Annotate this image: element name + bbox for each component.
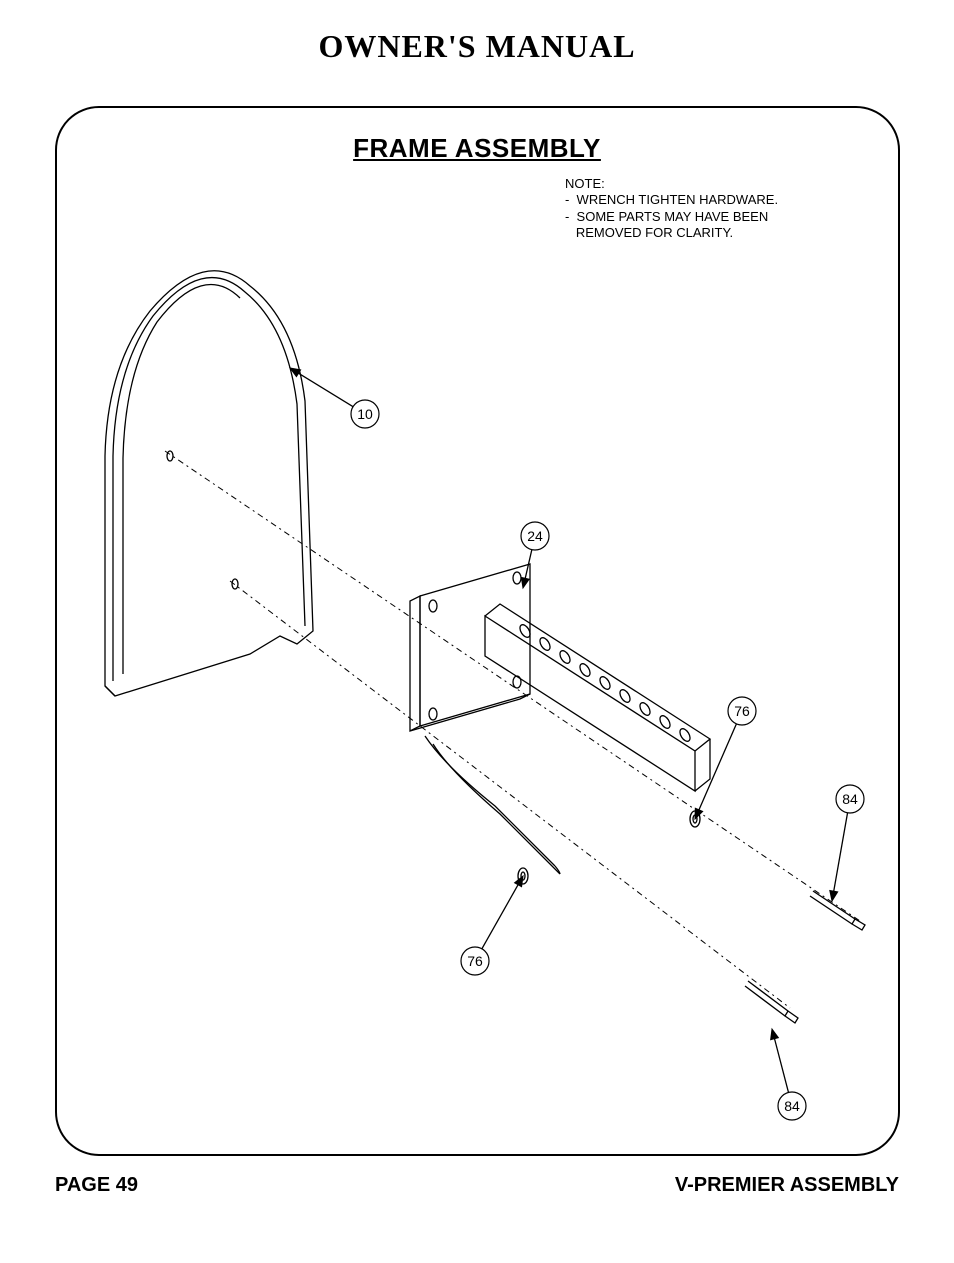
callout-label: 84 xyxy=(784,1098,800,1114)
part-24-bracket xyxy=(410,564,710,874)
callout-label: 24 xyxy=(527,528,543,544)
callout-label: 10 xyxy=(357,406,373,422)
part-84-bolt-lower xyxy=(745,981,798,1023)
assembly-axis-upper xyxy=(165,451,860,921)
footer-page-number: PAGE 49 xyxy=(55,1174,138,1197)
footer-assembly-name: V-PREMIER ASSEMBLY xyxy=(675,1174,899,1197)
part-10-shroud xyxy=(105,271,313,696)
assembly-diagram: 10 24 76 84 76 84 xyxy=(55,106,900,1156)
callout-label: 76 xyxy=(467,953,483,969)
callout-label: 84 xyxy=(842,791,858,807)
callout-label: 76 xyxy=(734,703,750,719)
part-84-bolt-upper xyxy=(810,891,865,930)
page-title: OWNER'S MANUAL xyxy=(0,28,954,65)
